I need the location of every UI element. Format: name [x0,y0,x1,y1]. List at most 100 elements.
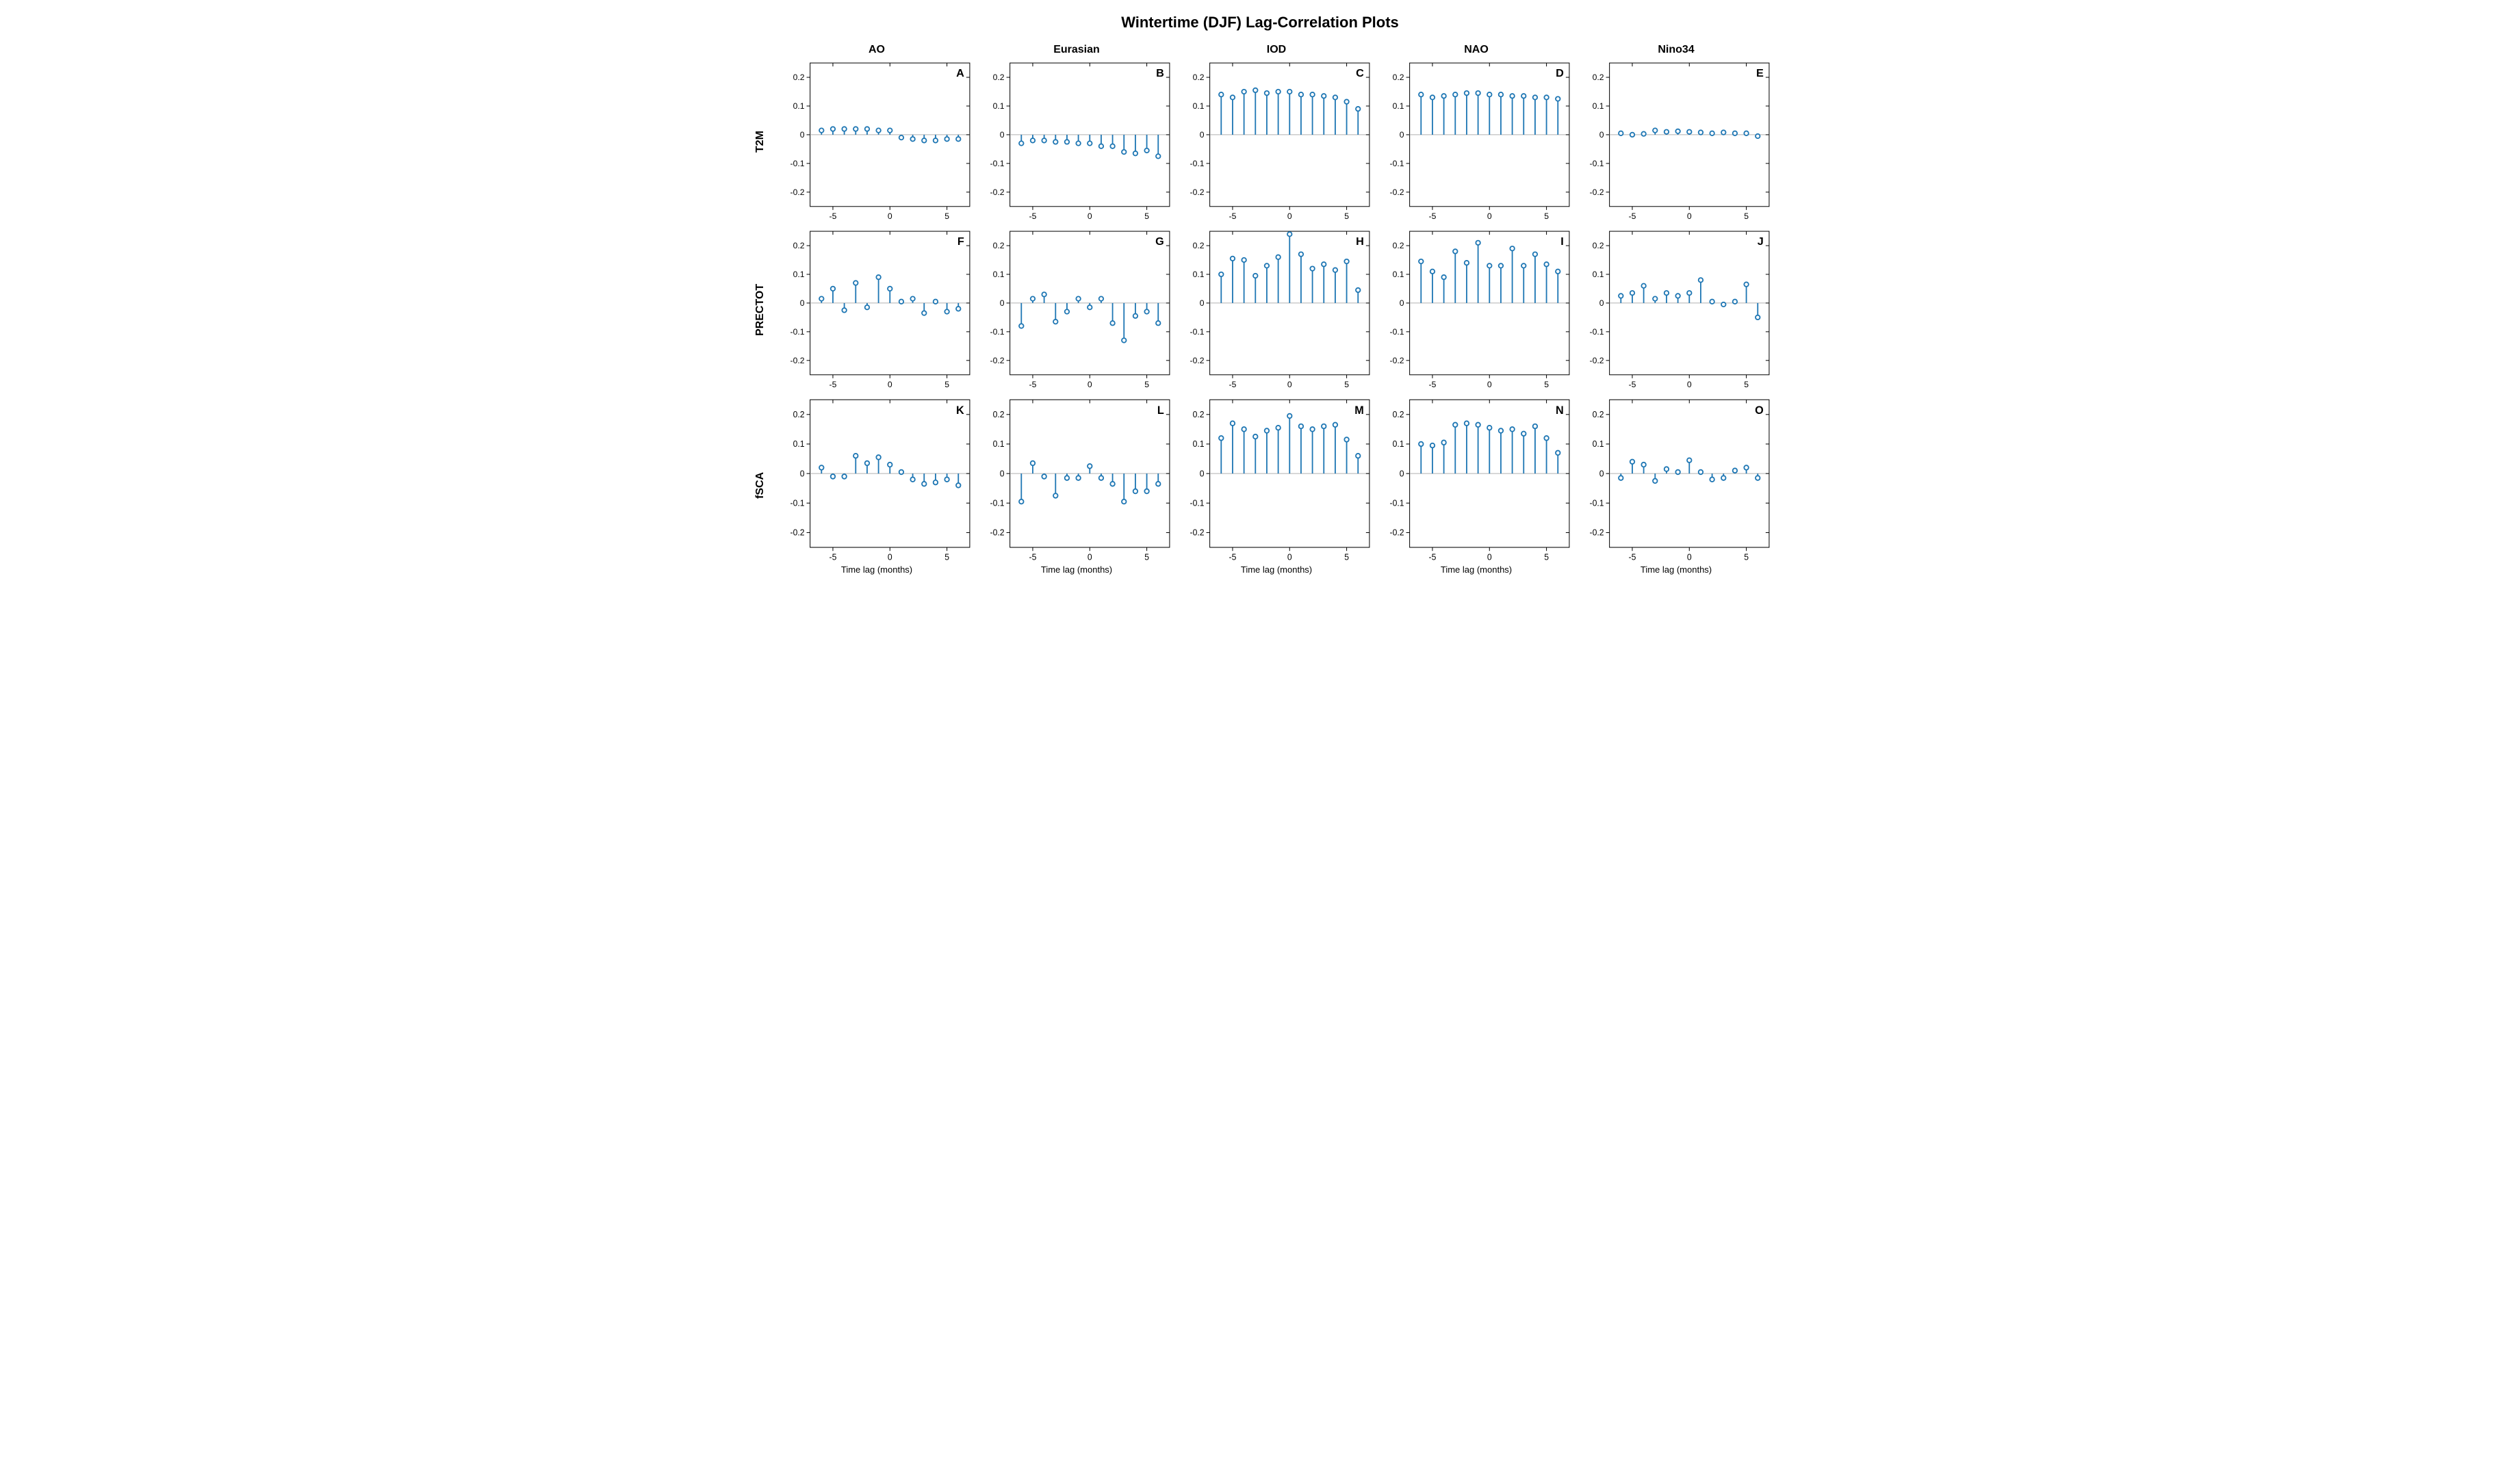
svg-text:-5: -5 [1029,553,1037,562]
stem-panel: -0.2-0.100.10.2-505I [1379,227,1573,393]
row-header: T2M [747,59,774,224]
svg-text:0: 0 [1599,469,1604,478]
figure-root: Wintertime (DJF) Lag-Correlation Plots A… [747,14,1773,575]
panel-letter: J [1758,235,1764,248]
svg-text:-5: -5 [1029,211,1037,221]
svg-text:-0.1: -0.1 [790,327,805,337]
row-header: fSCA [747,395,774,575]
col-header: Nino34 [1579,37,1773,56]
svg-text:0.1: 0.1 [993,101,1005,111]
panel-letter: L [1157,404,1164,417]
svg-text:0.2: 0.2 [993,241,1005,250]
col-header: IOD [1179,37,1374,56]
x-axis-label: Time lag (months) [780,564,974,575]
svg-text:-0.1: -0.1 [1190,159,1205,168]
svg-text:0: 0 [1287,211,1292,221]
svg-text:-0.2: -0.2 [790,528,805,537]
svg-text:-5: -5 [1629,211,1636,221]
svg-text:0: 0 [1200,298,1205,308]
svg-text:0.1: 0.1 [793,101,805,111]
svg-text:0: 0 [1487,380,1492,389]
svg-text:0: 0 [1088,380,1092,389]
svg-text:-0.2: -0.2 [790,187,805,197]
panel-wrap: -0.2-0.100.10.2-505D [1379,59,1573,224]
panel-wrap: -0.2-0.100.10.2-505KTime lag (months) [780,395,974,575]
stem-panel: -0.2-0.100.10.2-505J [1579,227,1773,393]
panel-letter: F [957,235,964,248]
svg-text:0.1: 0.1 [1193,439,1205,449]
svg-text:0.2: 0.2 [1193,241,1205,250]
svg-text:5: 5 [1144,380,1149,389]
svg-text:0: 0 [1487,553,1492,562]
svg-text:0.1: 0.1 [1593,439,1604,449]
stem-panel: -0.2-0.100.10.2-505G [979,227,1174,393]
svg-text:0: 0 [1487,211,1492,221]
svg-text:-0.2: -0.2 [1390,528,1404,537]
svg-text:0: 0 [800,130,805,140]
svg-text:-0.2: -0.2 [1190,187,1205,197]
svg-text:0.1: 0.1 [1193,101,1205,111]
panel-letter: B [1156,67,1164,79]
svg-text:0: 0 [888,211,892,221]
stem-panel: -0.2-0.100.10.2-505O [1579,395,1773,566]
x-axis-label: Time lag (months) [1579,564,1773,575]
svg-text:0: 0 [1200,469,1205,478]
svg-text:-0.2: -0.2 [1590,187,1604,197]
svg-text:-0.1: -0.1 [1390,159,1404,168]
svg-text:0.1: 0.1 [1393,270,1404,279]
svg-text:0: 0 [800,298,805,308]
panel-grid: AOEurasianIODNAONino34T2M-0.2-0.100.10.2… [747,37,1773,575]
svg-text:5: 5 [1544,553,1549,562]
stem-panel: -0.2-0.100.10.2-505M [1179,395,1374,566]
svg-text:0.2: 0.2 [793,241,805,250]
panel-wrap: -0.2-0.100.10.2-505G [979,227,1174,393]
svg-text:0: 0 [800,469,805,478]
svg-text:0: 0 [1599,298,1604,308]
stem-panel: -0.2-0.100.10.2-505N [1379,395,1573,566]
svg-text:0: 0 [1599,130,1604,140]
col-header: Eurasian [979,37,1174,56]
svg-text:-0.2: -0.2 [990,356,1005,365]
svg-text:0: 0 [1400,298,1404,308]
svg-text:0: 0 [888,380,892,389]
panel-letter: N [1556,404,1564,417]
svg-text:5: 5 [1344,553,1349,562]
svg-text:-0.2: -0.2 [1590,528,1604,537]
svg-text:5: 5 [944,553,949,562]
svg-text:-0.2: -0.2 [1390,187,1404,197]
panel-wrap: -0.2-0.100.10.2-505B [979,59,1174,224]
svg-text:0.2: 0.2 [1593,241,1604,250]
svg-text:0: 0 [1687,211,1692,221]
svg-text:-5: -5 [830,211,837,221]
panel-wrap: -0.2-0.100.10.2-505NTime lag (months) [1379,395,1573,575]
x-axis-label: Time lag (months) [1379,564,1573,575]
svg-text:-5: -5 [830,553,837,562]
svg-text:0: 0 [1088,211,1092,221]
svg-text:0.2: 0.2 [1193,410,1205,419]
svg-text:0.2: 0.2 [1393,241,1404,250]
svg-text:-5: -5 [1229,380,1237,389]
panel-letter: A [956,67,964,79]
svg-text:0: 0 [1000,130,1005,140]
svg-text:-0.1: -0.1 [1390,327,1404,337]
svg-text:0.2: 0.2 [993,73,1005,82]
svg-text:-0.2: -0.2 [790,356,805,365]
svg-text:0.2: 0.2 [993,410,1005,419]
svg-text:5: 5 [1544,380,1549,389]
svg-text:5: 5 [1744,211,1749,221]
panel-wrap: -0.2-0.100.10.2-505OTime lag (months) [1579,395,1773,575]
svg-text:-0.1: -0.1 [1190,327,1205,337]
panel-wrap: -0.2-0.100.10.2-505MTime lag (months) [1179,395,1374,575]
svg-text:-0.2: -0.2 [990,187,1005,197]
svg-text:-0.1: -0.1 [990,498,1005,508]
svg-text:0: 0 [1088,553,1092,562]
svg-text:-0.1: -0.1 [1590,327,1604,337]
svg-text:0.2: 0.2 [1593,410,1604,419]
svg-text:5: 5 [1144,553,1149,562]
svg-text:-0.1: -0.1 [790,159,805,168]
svg-text:-0.1: -0.1 [1590,498,1604,508]
svg-text:0: 0 [888,553,892,562]
svg-text:-0.1: -0.1 [1590,159,1604,168]
x-axis-label: Time lag (months) [1179,564,1374,575]
svg-text:0.2: 0.2 [1393,410,1404,419]
